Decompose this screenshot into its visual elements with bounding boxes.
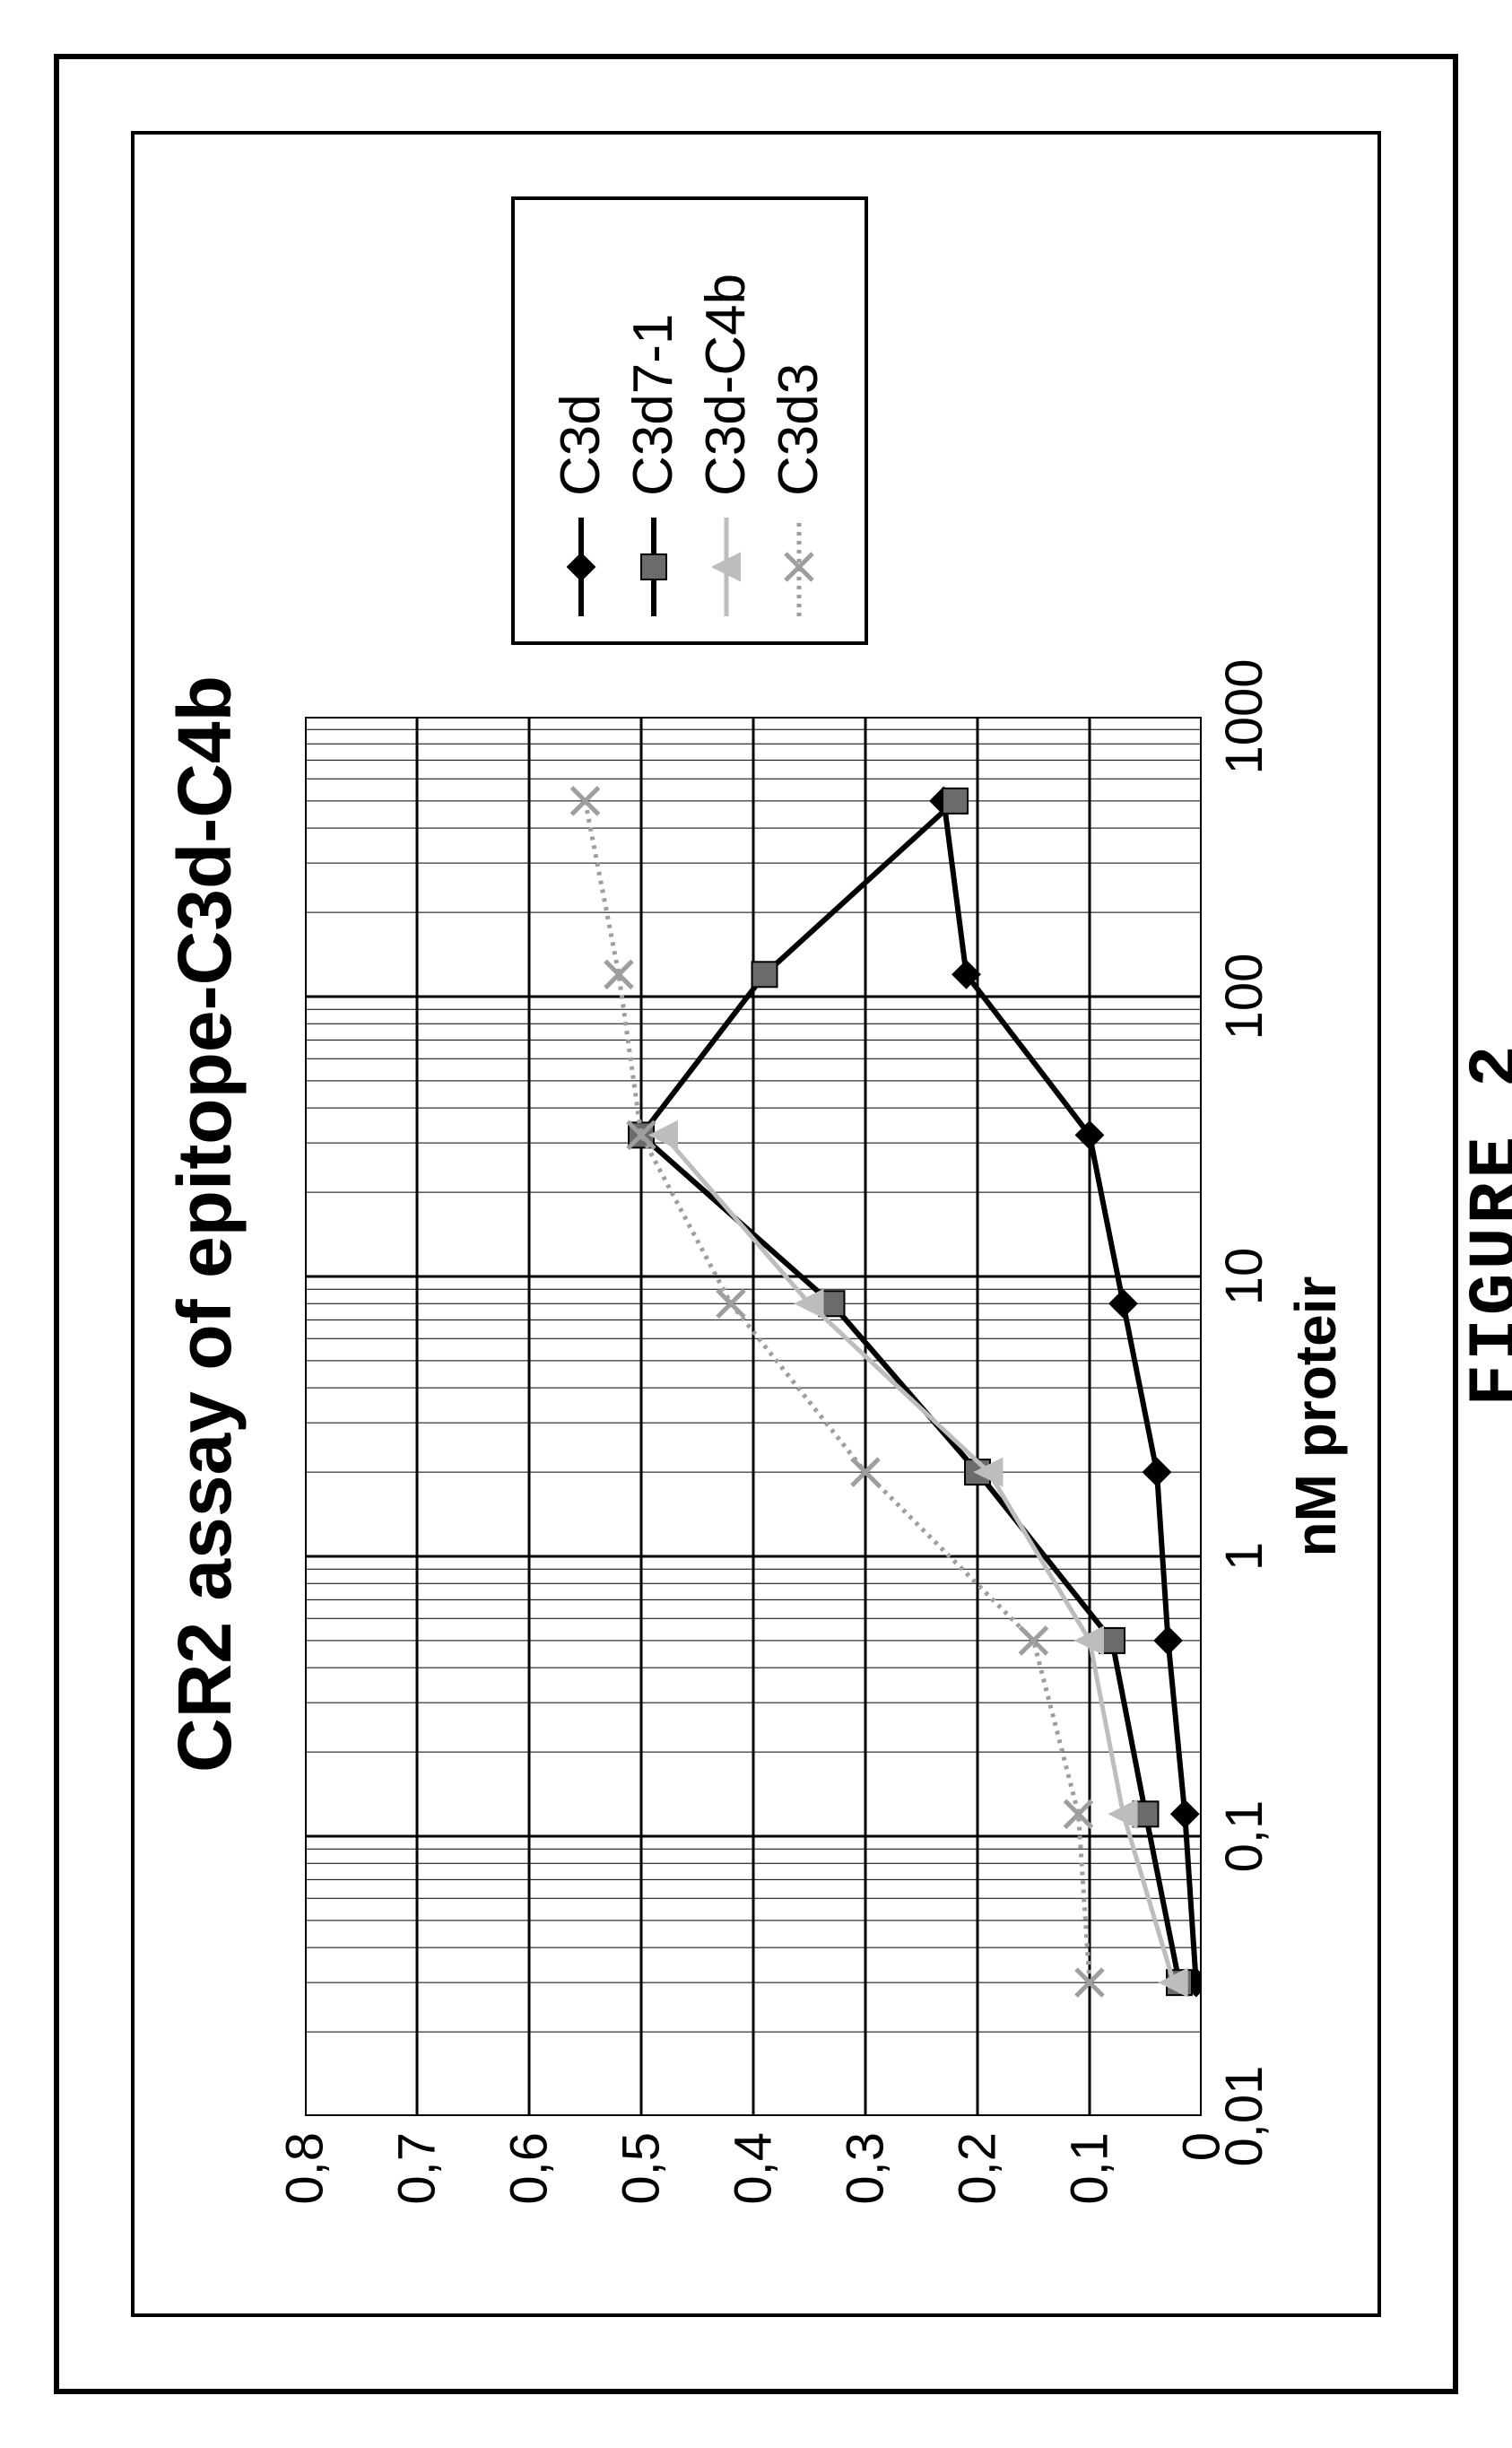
legend-item: C3d-C4b xyxy=(694,225,758,616)
x-tick-label: 0,01 xyxy=(1214,2066,1274,2167)
legend-item: C3d3 xyxy=(767,225,830,616)
y-tick-label: 0,4 xyxy=(724,2132,784,2205)
page: CR2 assay of epitope-C3d-C4b 00,10,20,30… xyxy=(0,0,1512,2448)
y-tick-label: 0,3 xyxy=(836,2132,896,2205)
figure-caption: FIGURE 2 xyxy=(1458,59,1512,2389)
plot-svg xyxy=(305,717,1202,2116)
y-tick-label: 0,8 xyxy=(275,2132,335,2205)
y-tick-label: 0,1 xyxy=(1060,2132,1120,2205)
x-tick-label: 0,1 xyxy=(1214,1800,1274,1873)
legend-label: C3d xyxy=(549,394,613,496)
outer-frame: CR2 assay of epitope-C3d-C4b 00,10,20,30… xyxy=(54,54,1458,2394)
x-tick-label: 1000 xyxy=(1214,658,1274,774)
plot-area: 00,10,20,30,40,50,60,70,8 0,010,11101001… xyxy=(305,717,1202,2116)
x-tick-label: 1 xyxy=(1214,1542,1274,1571)
y-tick-label: 0,7 xyxy=(387,2132,448,2205)
legend-item: C3d xyxy=(549,225,613,616)
y-tick-label: 0,2 xyxy=(948,2132,1008,2205)
chart-panel: CR2 assay of epitope-C3d-C4b 00,10,20,30… xyxy=(131,131,1381,2317)
legend-label: C3d3 xyxy=(767,363,830,496)
legend-label: C3d7-1 xyxy=(621,314,685,496)
rotated-canvas: CR2 assay of epitope-C3d-C4b 00,10,20,30… xyxy=(59,59,1453,2389)
y-tick-label: 0,6 xyxy=(500,2132,560,2205)
chart-title: CR2 assay of epitope-C3d-C4b xyxy=(161,135,248,2313)
y-tick-label: 0,5 xyxy=(612,2132,672,2205)
x-axis-title: nM proteir xyxy=(1282,717,1349,2116)
legend-item: C3d7-1 xyxy=(621,225,685,616)
x-tick-label: 10 xyxy=(1214,1248,1274,1306)
x-tick-label: 100 xyxy=(1214,954,1274,1041)
legend: C3dC3d7-1C3d-C4bC3d3 xyxy=(511,196,868,645)
legend-label: C3d-C4b xyxy=(694,274,758,496)
